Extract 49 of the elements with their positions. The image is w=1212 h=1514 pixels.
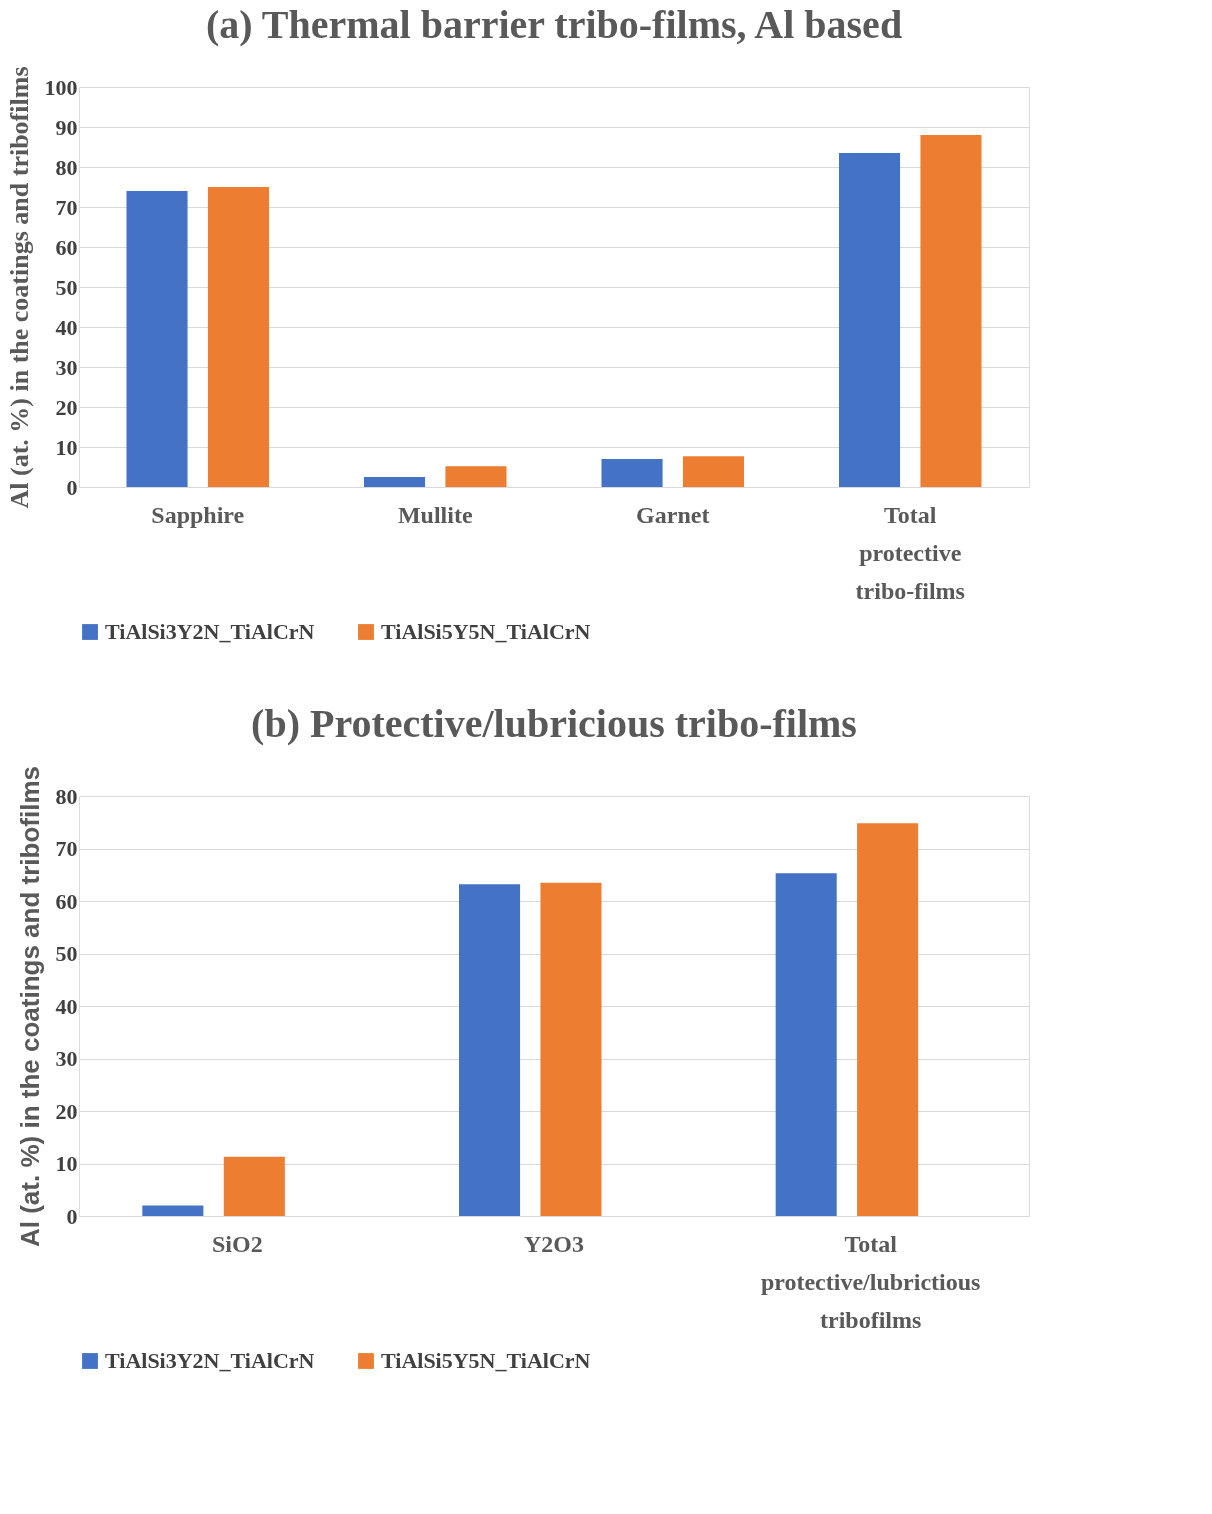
x-tick-label: Total protective/lubrictious tribofilms: [760, 1230, 981, 1333]
y-tick-label: 80: [55, 154, 78, 180]
y-tick-label: 0: [66, 474, 78, 500]
bar: [540, 882, 602, 1216]
y-tick-label: 60: [55, 234, 78, 260]
bar: [839, 153, 901, 487]
bar: [920, 135, 982, 487]
x-tick-label: SiO2: [211, 1230, 263, 1257]
bar: [126, 191, 188, 487]
y-tick-label: 50: [55, 941, 78, 966]
y-axis-title: Al (at. %) in the coatings and tribofilms: [14, 765, 45, 1248]
y-tick-label: 10: [55, 1151, 78, 1176]
y-tick-label: 50: [55, 274, 78, 300]
y-tick-label: 0: [66, 1203, 78, 1229]
x-tick-label: Mullite: [397, 501, 473, 528]
bar: [601, 459, 663, 487]
bar: [682, 456, 744, 487]
y-tick-label: 10: [55, 434, 78, 460]
bar: [142, 1205, 204, 1216]
y-tick-label: 40: [55, 314, 78, 340]
y-axis-title: Al (at. %) in the coatings and tribofilms: [4, 66, 34, 509]
bar: [459, 884, 521, 1216]
y-tick-label: 80: [55, 783, 78, 809]
bar: [857, 823, 919, 1216]
y-tick-label: 30: [55, 354, 78, 380]
y-tick-label: 30: [55, 1046, 78, 1071]
legend-label: TiAlSi5Y5N_TiAlCrN: [381, 1348, 591, 1373]
y-tick-label: 90: [55, 114, 78, 140]
chart-title: (b) Protective/lubricious tribo-films: [251, 701, 857, 747]
bar: [445, 466, 507, 487]
y-tick-label: 100: [44, 74, 78, 100]
bar: [775, 873, 837, 1216]
y-tick-label: 70: [55, 194, 78, 220]
y-tick-label: 60: [55, 888, 78, 914]
legend-label: TiAlSi3Y2N_TiAlCrN: [105, 619, 315, 644]
y-tick-label: 40: [55, 993, 78, 1019]
bar: [223, 1156, 285, 1216]
bar: [364, 477, 426, 487]
bar: [207, 187, 269, 487]
x-tick-label: Total protective tribo-films: [855, 501, 965, 604]
y-tick-label: 20: [55, 1098, 78, 1124]
legend-label: TiAlSi5Y5N_TiAlCrN: [381, 619, 591, 644]
chart-title: (a) Thermal barrier tribo-films, Al based: [205, 2, 903, 47]
y-tick-label: 70: [55, 836, 78, 861]
legend-label: TiAlSi3Y2N_TiAlCrN: [105, 1348, 315, 1373]
y-tick-label: 20: [55, 394, 78, 420]
x-tick-label: Garnet: [636, 501, 710, 528]
x-tick-label: Sapphire: [151, 501, 245, 528]
x-tick-label: Y2O3: [524, 1230, 584, 1257]
